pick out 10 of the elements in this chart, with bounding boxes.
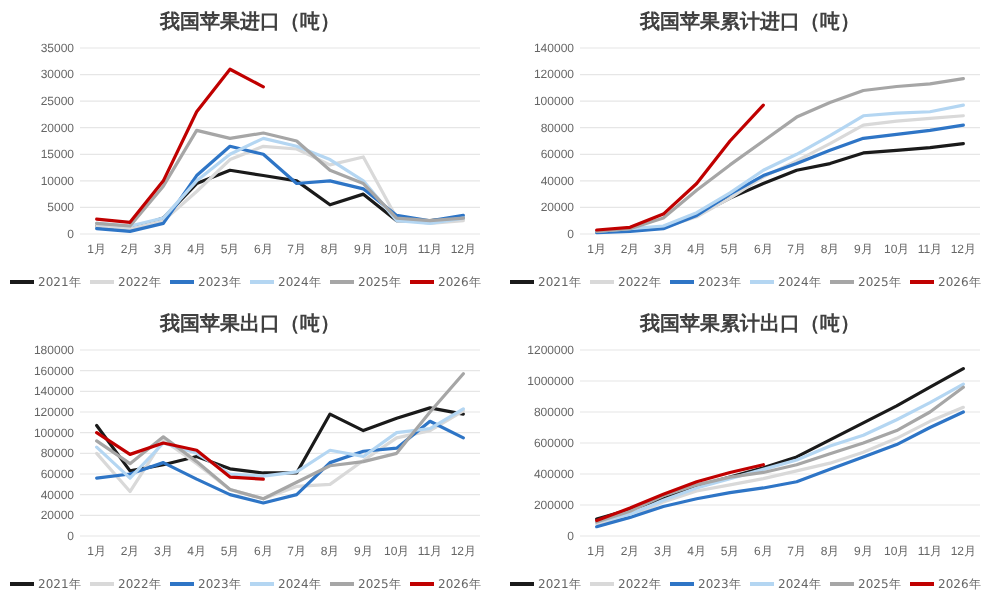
line-series [595,463,765,523]
line-series [595,103,765,232]
line-series [595,76,965,233]
chart-title: 我国苹果累计进口（吨） [638,10,860,34]
line-series [95,372,465,501]
chart-title: 我国苹果累计出口（吨） [638,312,860,336]
chart-title: 我国苹果进口（吨） [158,10,340,34]
line-series [95,67,265,224]
chart-title: 我国苹果出口（吨） [158,312,340,336]
line-series [95,431,265,481]
